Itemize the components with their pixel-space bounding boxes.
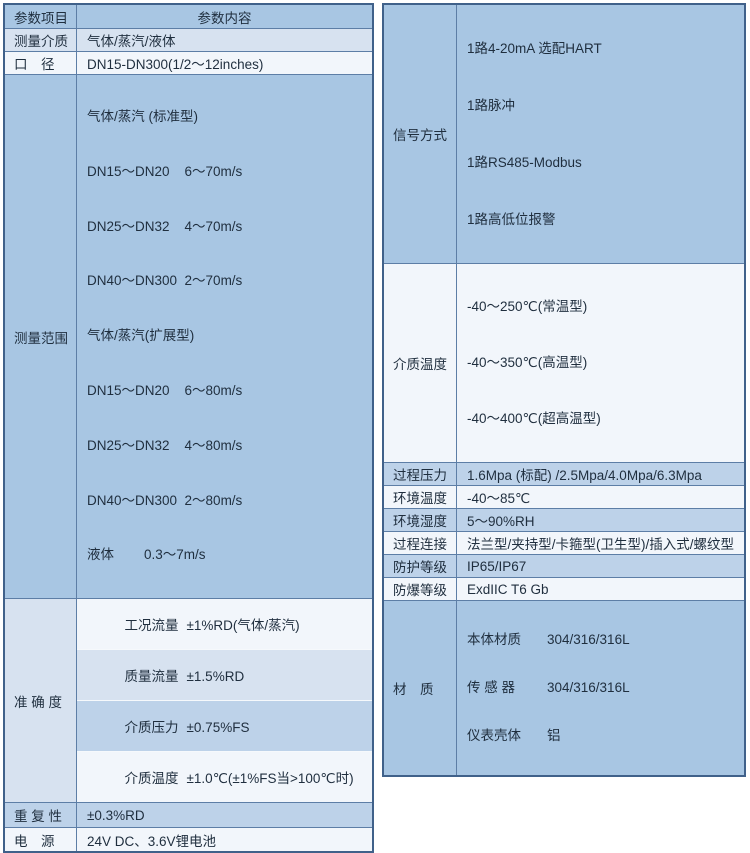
spec-value: -40～85℃ <box>457 486 744 509</box>
sub-value: ±1.5%RD <box>186 669 245 685</box>
spec-label: 防护等级 <box>384 555 457 578</box>
material-line: 传 感 器 304/316/316L <box>467 679 744 697</box>
spec-value: 气体/蒸汽/液体 <box>77 29 372 52</box>
temp-line: -40～400℃(超高温型) <box>467 411 601 426</box>
sub-value: ±1%RD(气体/蒸汽) <box>186 618 300 634</box>
range-line: DN40～DN300 2～70m/s <box>87 273 243 289</box>
signal-line: 1路RS485-Modbus <box>467 155 582 170</box>
signal-line: 1路高低位报警 <box>467 212 556 227</box>
row-power: 电 源 24V DC、3.6V锂电池 <box>5 828 372 852</box>
spec-label: 口 径 <box>5 52 77 75</box>
range-line: 液体 0.3～7m/s <box>87 547 206 563</box>
spec-value: 24V DC、3.6V锂电池 <box>77 828 372 852</box>
spec-value: -40～250℃(常温型) -40～350℃(高温型) -40～400℃(超高温… <box>457 264 744 463</box>
spec-label: 环境温度 <box>384 486 457 509</box>
row-ambient-humidity: 环境湿度 5～90%RH <box>384 509 744 532</box>
sub-name: 传 感 器 <box>467 680 516 695</box>
spec-label: 电 源 <box>5 828 77 852</box>
spec-sheet-page: 参数项目 参数内容 测量介质 气体/蒸汽/液体 口 径 DN15-DN300(1… <box>3 3 746 853</box>
sub-value: ±1.0℃(±1%FS当>100℃时) <box>186 771 354 787</box>
sub-value: 304/316/316L <box>547 680 630 695</box>
temp-line: -40～350℃(高温型) <box>467 355 588 370</box>
material-line: 本体材质 304/316/316L <box>467 631 744 649</box>
row-measure-medium: 测量介质 气体/蒸汽/液体 <box>5 29 372 52</box>
spec-value: IP65/IP67 <box>457 555 744 578</box>
spec-value: 5～90%RH <box>457 509 744 532</box>
spec-label: 测量介质 <box>5 29 77 52</box>
spec-value: 介质压力 ±0.75%FS <box>77 701 372 753</box>
row-diameter: 口 径 DN15-DN300(1/2～12inches) <box>5 52 372 75</box>
sub-name: 本体材质 <box>467 632 521 647</box>
spec-label: 防爆等级 <box>384 578 457 601</box>
sub-name: 质量流量 <box>124 669 179 685</box>
row-measure-range: 测量范围 气体/蒸汽 (标准型) DN15～DN20 6～70m/s DN25～… <box>5 75 372 600</box>
sub-value: ±0.75%FS <box>186 720 250 736</box>
spec-value: 法兰型/夹持型/卡箍型(卫生型)/插入式/螺纹型 <box>457 532 744 555</box>
spec-value: 本体材质 304/316/316L 传 感 器 304/316/316L 仪表壳体 铝 <box>457 601 744 775</box>
row-ambient-temperature: 环境温度 -40～85℃ <box>384 486 744 509</box>
range-line: DN15～DN20 6～80m/s <box>87 382 243 398</box>
row-accuracy: 准 确 度 工况流量 ±1%RD(气体/蒸汽) <box>5 599 372 804</box>
spec-value: 介质温度 ±1.0℃(±1%FS当>100℃时) <box>77 752 372 804</box>
row-protection-rating: 防护等级 IP65/IP67 <box>384 555 744 578</box>
row-material: 材 质 本体材质 304/316/316L 传 感 器 304/316/316L 仪… <box>384 601 744 775</box>
signal-line: 1路脉冲 <box>467 98 516 113</box>
sub-name: 仪表壳体 <box>467 728 521 743</box>
range-line: 气体/蒸汽(扩展型) <box>87 328 195 344</box>
spec-value: 1.6Mpa (标配) /2.5Mpa/4.0Mpa/6.3Mpa <box>457 463 744 486</box>
range-line: DN25～DN32 4～70m/s <box>87 218 243 234</box>
sub-value: 铝 <box>547 728 561 743</box>
spec-label: 材 质 <box>384 601 457 775</box>
signal-line: 1路4-20mA 选配HART <box>467 41 602 56</box>
spec-label: 介质温度 <box>384 264 457 463</box>
row-process-connection: 过程连接 法兰型/夹持型/卡箍型(卫生型)/插入式/螺纹型 <box>384 532 744 555</box>
row-process-pressure: 过程压力 1.6Mpa (标配) /2.5Mpa/4.0Mpa/6.3Mpa <box>384 463 744 486</box>
spec-value: ±0.3%RD <box>77 803 372 829</box>
range-line: DN25～DN32 4～80m/s <box>87 437 243 453</box>
spec-value: DN15-DN300(1/2～12inches) <box>77 52 372 75</box>
spec-label: 环境湿度 <box>384 509 457 532</box>
sub-name: 介质压力 <box>124 720 179 736</box>
spec-label: 信号方式 <box>384 5 457 264</box>
sub-value: 304/316/316L <box>547 632 630 647</box>
spec-label: 测量范围 <box>5 75 77 600</box>
spec-value: 1路4-20mA 选配HART 1路脉冲 1路RS485-Modbus 1路高低… <box>457 5 744 264</box>
material-line: 仪表壳体 铝 <box>467 727 744 745</box>
spec-value: ExdIIC T6 Gb <box>457 578 744 601</box>
sub-name: 工况流量 <box>124 618 179 634</box>
spec-label: 过程连接 <box>384 532 457 555</box>
range-line: DN15～DN20 6～70m/s <box>87 163 243 179</box>
header-param-content: 参数内容 <box>77 5 372 29</box>
row-signal-mode: 信号方式 1路4-20mA 选配HART 1路脉冲 1路RS485-Modbus… <box>384 5 744 264</box>
range-line: 气体/蒸汽 (标准型) <box>87 109 198 124</box>
spec-value: 气体/蒸汽 (标准型) DN15～DN20 6～70m/s DN25～DN32 … <box>77 75 372 600</box>
row-explosion-proof-rating: 防爆等级 ExdIIC T6 Gb <box>384 578 744 601</box>
left-spec-table: 参数项目 参数内容 测量介质 气体/蒸汽/液体 口 径 DN15-DN300(1… <box>3 3 374 853</box>
spec-value: 工况流量 ±1%RD(气体/蒸汽) <box>77 599 372 651</box>
temp-line: -40～250℃(常温型) <box>467 299 588 314</box>
header-row: 参数项目 参数内容 <box>5 5 372 29</box>
row-repeatability: 重 复 性 ±0.3%RD <box>5 803 372 829</box>
spec-value: 质量流量 ±1.5%RD <box>77 650 372 702</box>
range-line: DN40～DN300 2～80m/s <box>87 492 243 508</box>
spec-label: 过程压力 <box>384 463 457 486</box>
spec-label: 准 确 度 <box>5 599 77 804</box>
header-param-name: 参数项目 <box>5 5 77 29</box>
spec-label: 重 复 性 <box>5 803 77 829</box>
right-spec-table: 信号方式 1路4-20mA 选配HART 1路脉冲 1路RS485-Modbus… <box>382 3 746 777</box>
row-medium-temperature: 介质温度 -40～250℃(常温型) -40～350℃(高温型) -40～400… <box>384 264 744 463</box>
sub-name: 介质温度 <box>124 771 179 787</box>
